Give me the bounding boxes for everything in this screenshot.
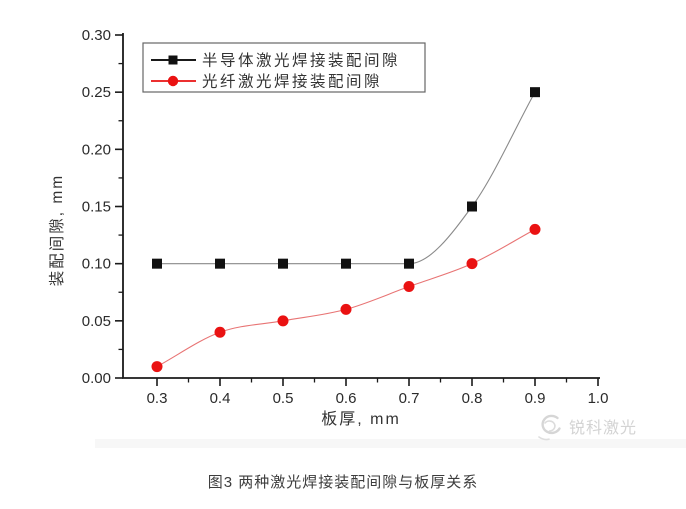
svg-text:0.05: 0.05 xyxy=(82,313,111,330)
svg-text:0.10: 0.10 xyxy=(82,256,111,273)
legend-label-1: 光纤激光焊接装配间隙 xyxy=(202,73,382,91)
svg-text:0.6: 0.6 xyxy=(336,390,357,407)
y-axis: 0.00 0.05 0.10 0.15 0.20 0.25 0.30 xyxy=(82,27,123,387)
series-1 xyxy=(151,223,541,373)
svg-text:0.25: 0.25 xyxy=(82,84,111,101)
watermark: 锐科激光 xyxy=(536,411,637,441)
svg-text:0.4: 0.4 xyxy=(210,390,231,407)
figure-caption: 图3 两种激光焊接装配间隙与板厚关系 xyxy=(207,474,479,491)
svg-text:0.7: 0.7 xyxy=(399,390,420,407)
svg-text:0.30: 0.30 xyxy=(82,27,111,44)
svg-text:0.00: 0.00 xyxy=(82,370,111,387)
svg-text:0.15: 0.15 xyxy=(82,199,111,216)
svg-text:0.20: 0.20 xyxy=(82,141,111,158)
y-axis-label: 装配间隙, mm xyxy=(48,174,66,286)
x-axis: 0.3 0.4 0.5 0.6 0.7 0.8 0.9 1.0 xyxy=(147,378,609,407)
swirl-logo-icon xyxy=(538,414,561,441)
svg-text:0.5: 0.5 xyxy=(273,390,294,407)
svg-text:1.0: 1.0 xyxy=(588,390,609,407)
series-0 xyxy=(152,87,540,269)
legend-label-0: 半导体激光焊接装配间隙 xyxy=(202,52,400,70)
svg-text:0.8: 0.8 xyxy=(462,390,483,407)
assembly-gap-chart: 0.00 0.05 0.10 0.15 0.20 0.25 0.30 0.3 0.4 0.5 0.6… xyxy=(48,27,609,428)
image-bottom-edge xyxy=(95,439,686,448)
svg-text:0.9: 0.9 xyxy=(525,390,546,407)
x-axis-label: 板厚, mm xyxy=(321,410,401,428)
svg-text:0.3: 0.3 xyxy=(147,390,168,407)
watermark-text: 锐科激光 xyxy=(569,420,638,437)
